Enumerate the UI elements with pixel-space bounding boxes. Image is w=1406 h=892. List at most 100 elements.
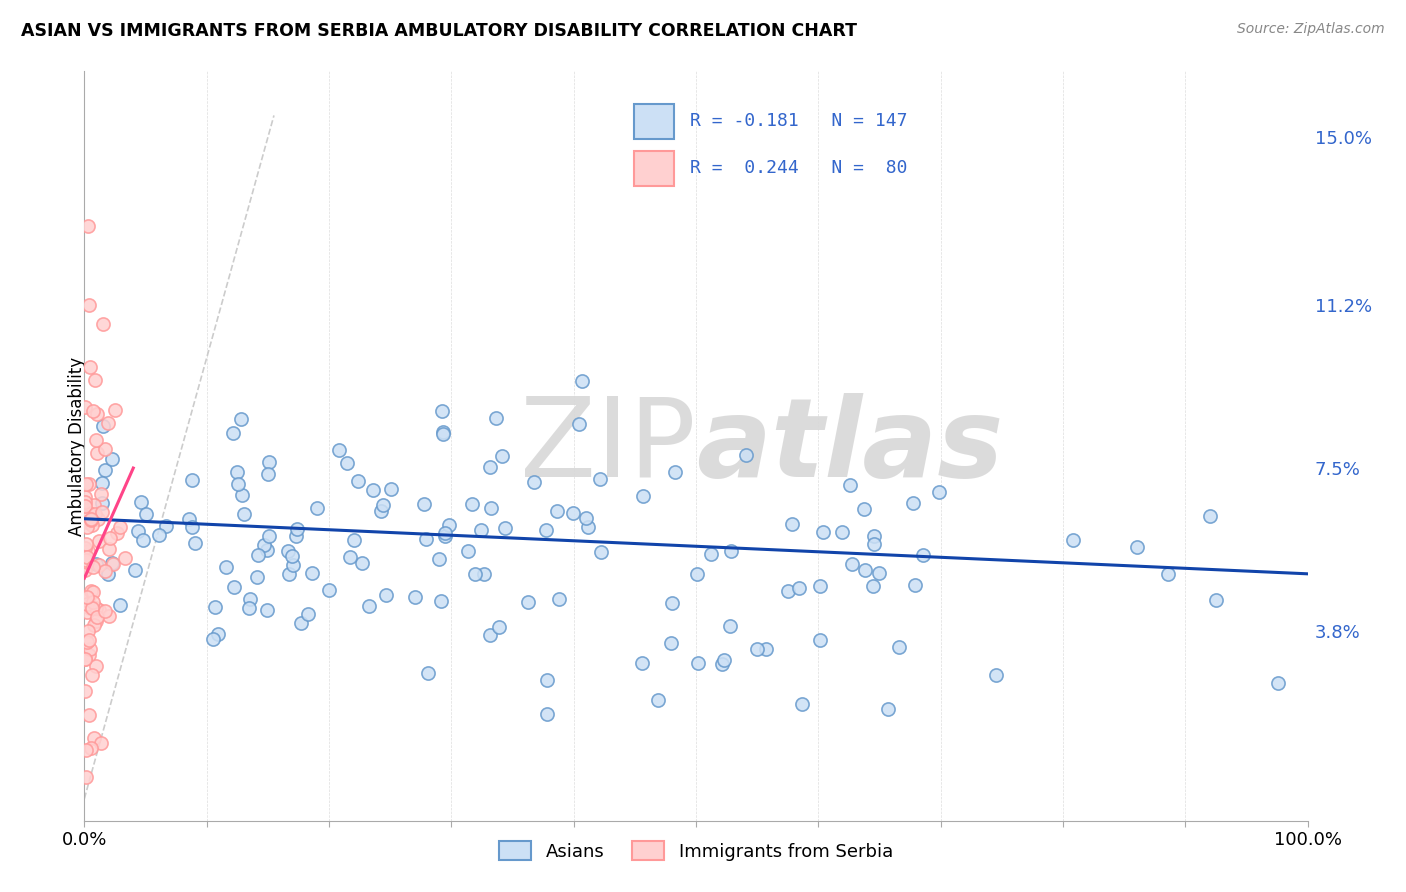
Text: ASIAN VS IMMIGRANTS FROM SERBIA AMBULATORY DISABILITY CORRELATION CHART: ASIAN VS IMMIGRANTS FROM SERBIA AMBULATO… xyxy=(21,22,858,40)
Point xyxy=(76,597,98,611)
Point xyxy=(84,614,107,628)
Point xyxy=(868,566,890,581)
Point xyxy=(77,707,100,722)
Point xyxy=(1205,593,1227,607)
Point xyxy=(370,504,392,518)
Point xyxy=(90,487,112,501)
Point xyxy=(76,544,98,558)
Point xyxy=(80,741,103,756)
Point xyxy=(207,626,229,640)
Point xyxy=(105,525,128,540)
Point xyxy=(256,543,278,558)
Point xyxy=(904,578,927,592)
Text: Source: ZipAtlas.com: Source: ZipAtlas.com xyxy=(1237,22,1385,37)
Point xyxy=(79,477,101,491)
Point xyxy=(776,584,799,599)
Point xyxy=(83,508,105,522)
Point xyxy=(87,558,110,572)
Point xyxy=(433,529,456,543)
Point xyxy=(479,460,502,475)
Point xyxy=(352,556,374,570)
Point xyxy=(82,601,104,615)
Point xyxy=(371,498,394,512)
Point xyxy=(73,684,96,698)
Point xyxy=(75,743,97,757)
Point xyxy=(561,506,583,520)
Point xyxy=(571,374,593,388)
Point xyxy=(661,596,683,610)
Point xyxy=(470,524,492,538)
Point xyxy=(457,544,479,558)
Point xyxy=(75,563,97,577)
Point xyxy=(432,425,454,439)
Point xyxy=(589,544,612,558)
Point xyxy=(79,600,101,615)
Point xyxy=(576,519,599,533)
Point xyxy=(73,400,96,414)
Point xyxy=(77,514,100,528)
Point xyxy=(813,525,835,540)
Point xyxy=(536,706,558,721)
Point xyxy=(222,426,245,441)
Point xyxy=(97,542,120,557)
Point xyxy=(231,488,253,502)
Point xyxy=(93,463,115,477)
Point xyxy=(77,298,100,312)
Point xyxy=(297,607,319,621)
Point xyxy=(222,580,245,594)
Point xyxy=(91,419,114,434)
Point xyxy=(79,359,101,374)
Point xyxy=(215,560,238,574)
Point xyxy=(76,598,98,612)
Point xyxy=(82,403,104,417)
Point xyxy=(76,590,98,604)
Point xyxy=(664,465,686,479)
Point xyxy=(347,474,370,488)
Point xyxy=(479,500,502,515)
Point xyxy=(76,515,98,529)
Point xyxy=(177,512,200,526)
Point xyxy=(83,498,105,512)
Point xyxy=(75,553,97,567)
Point xyxy=(536,673,558,687)
Point xyxy=(1157,566,1180,581)
Point xyxy=(281,558,304,572)
Point xyxy=(631,657,654,671)
Point xyxy=(688,657,710,671)
Point xyxy=(229,411,252,425)
FancyBboxPatch shape xyxy=(634,104,673,139)
Point xyxy=(184,535,207,549)
Point xyxy=(75,652,97,666)
Point xyxy=(86,610,108,624)
Point xyxy=(838,477,860,491)
Point xyxy=(77,506,100,520)
Point xyxy=(491,450,513,464)
Point xyxy=(226,465,249,479)
Point xyxy=(257,467,280,481)
Point xyxy=(77,591,100,605)
Point xyxy=(75,541,97,555)
Point xyxy=(278,566,301,581)
Point xyxy=(108,520,131,534)
Point xyxy=(720,544,742,558)
Point xyxy=(863,537,886,551)
Point xyxy=(84,659,107,673)
Point xyxy=(305,500,328,515)
Point xyxy=(430,403,453,417)
Point xyxy=(76,556,98,570)
Point xyxy=(437,518,460,533)
Point xyxy=(77,624,100,638)
Point xyxy=(108,599,131,613)
Y-axis label: Ambulatory Disability: Ambulatory Disability xyxy=(69,357,86,535)
Point xyxy=(1267,675,1289,690)
Point xyxy=(155,519,177,533)
Point xyxy=(380,482,402,496)
Point xyxy=(429,594,451,608)
Point xyxy=(97,566,120,581)
Point xyxy=(83,731,105,746)
Point xyxy=(523,475,546,489)
Legend: Asians, Immigrants from Serbia: Asians, Immigrants from Serbia xyxy=(492,834,900,868)
FancyBboxPatch shape xyxy=(634,151,673,186)
Point xyxy=(233,508,256,522)
Point xyxy=(124,563,146,577)
